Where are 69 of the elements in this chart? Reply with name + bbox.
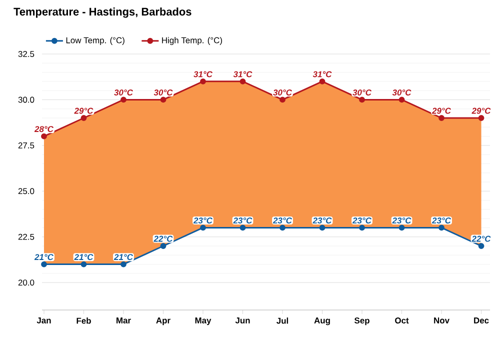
data-label: 29°C: [432, 108, 452, 114]
point: [80, 115, 87, 121]
y-tick-label: 22.5: [18, 234, 34, 240]
data-label: 23°C: [272, 218, 292, 224]
x-tick-label: Jan: [36, 318, 51, 324]
point: [319, 224, 326, 231]
data-label: 21°C: [74, 254, 94, 260]
data-label: 29°C: [472, 108, 491, 114]
data-label: 23°C: [432, 218, 452, 224]
data-label: 30°C: [352, 90, 372, 96]
y-tick-label: 27.5: [18, 142, 34, 148]
chart-title: Temperature - Hastings, Barbados: [14, 8, 192, 18]
point: [80, 261, 87, 268]
x-tick-label: Apr: [156, 318, 170, 326]
point: [359, 224, 365, 231]
data-label: 23°C: [193, 218, 213, 224]
data-label: 30°C: [273, 90, 292, 96]
data-label: 23°C: [312, 218, 332, 224]
point: [120, 261, 126, 268]
data-label: 30°C: [114, 90, 134, 96]
x-tick-label: Feb: [76, 318, 91, 324]
y-tick-label: 32.5: [18, 51, 34, 57]
point: [478, 115, 484, 121]
data-label: 21°C: [34, 254, 54, 260]
point: [240, 78, 246, 84]
data-label: 22°C: [472, 236, 491, 242]
x-tick-label: Dec: [474, 318, 489, 324]
point: [120, 96, 126, 103]
x-tick-label: Nov: [434, 318, 450, 324]
data-label: 28°C: [34, 126, 54, 132]
data-label: 31°C: [233, 71, 252, 78]
data-label: 23°C: [352, 218, 372, 224]
data-label: 29°C: [74, 108, 94, 114]
point: [160, 96, 166, 103]
x-tick-label: Jul: [276, 318, 288, 324]
point: [359, 96, 365, 103]
point: [438, 115, 444, 121]
data-label: 30°C: [154, 90, 173, 96]
point: [41, 261, 47, 268]
point: [280, 224, 286, 231]
x-tick-label: Mar: [116, 318, 131, 324]
point: [240, 224, 246, 231]
point: [200, 78, 206, 84]
x-tick-label: Jun: [235, 318, 250, 324]
point: [319, 78, 326, 84]
data-label: 23°C: [392, 218, 412, 224]
x-tick-label: Aug: [314, 318, 330, 326]
point: [398, 96, 405, 103]
point: [200, 224, 206, 231]
data-label: 22°C: [154, 236, 173, 242]
legend-label: High Temp. (°C): [162, 37, 222, 45]
data-label: 21°C: [114, 254, 134, 260]
point: [41, 133, 47, 140]
point: [478, 243, 484, 249]
point: [398, 224, 405, 231]
data-label: 31°C: [312, 71, 332, 78]
y-tick-label: 25.0: [18, 188, 34, 194]
data-label: 31°C: [194, 71, 213, 78]
point: [438, 224, 444, 231]
y-tick-label: 20.0: [18, 280, 34, 286]
data-label: 23°C: [233, 218, 252, 224]
x-tick-label: Sep: [354, 318, 370, 326]
x-tick-label: May: [195, 318, 212, 326]
x-tick-label: Oct: [395, 318, 409, 324]
point: [280, 96, 286, 103]
y-tick-label: 30.0: [18, 96, 34, 103]
legend-label: Low Temp. (°C): [66, 37, 124, 45]
data-label: 30°C: [392, 90, 412, 96]
point: [160, 243, 166, 249]
